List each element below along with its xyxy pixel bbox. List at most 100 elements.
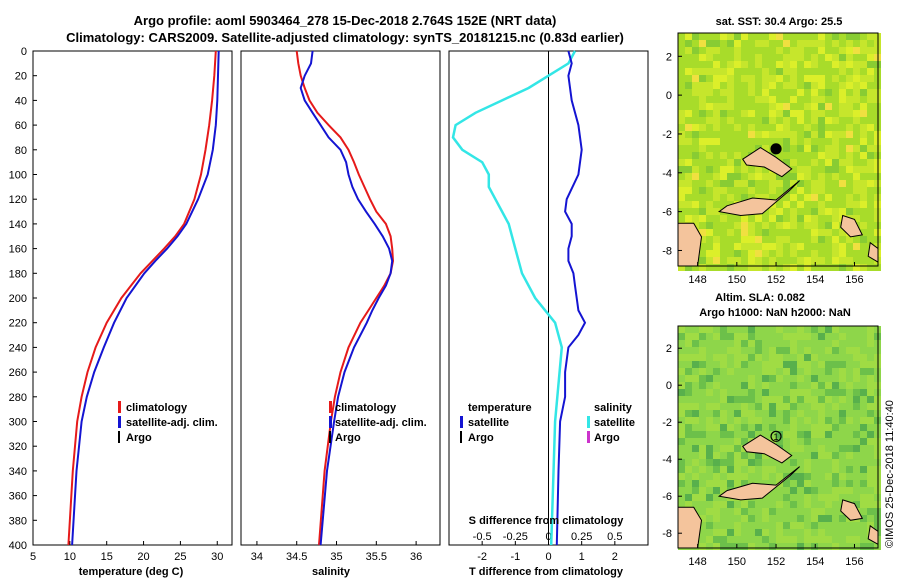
map-cell [860,159,867,166]
map-cell [811,236,818,243]
map-cell [825,354,832,361]
map-cell [825,375,832,382]
map-cell [741,61,748,68]
depth-tick-label: 20 [15,71,27,83]
map-cell [839,103,846,110]
map-cell [853,361,860,368]
map-cell [867,194,874,201]
map-cell [832,340,839,347]
map-cell [685,201,692,208]
map-cell [706,264,713,271]
map-cell [790,431,797,438]
map-cell [769,459,776,466]
temperature-tick-label: 30 [211,551,223,563]
map-cell [860,508,867,515]
map-cell [748,47,755,54]
map-cell [846,403,853,410]
map-cell [727,403,734,410]
map-cell [839,54,846,61]
map-cell [839,40,846,47]
map-cell [783,508,790,515]
map-cell [741,236,748,243]
map-cell [713,124,720,131]
map-cell [825,529,832,536]
map-cell [846,257,853,264]
map-cell [867,452,874,459]
map-cell [825,61,832,68]
temperature-tick-label: 20 [137,551,149,563]
map-cell [839,75,846,82]
map-cell [741,75,748,82]
map-cell [755,340,762,347]
map-cell [755,250,762,257]
map-cell [804,529,811,536]
map-cell [853,257,860,264]
map-cell [818,173,825,180]
map-cell [790,326,797,333]
legend-climatology: climatology [126,402,188,414]
map-cell [818,250,825,257]
map-cell [846,250,853,257]
argo-marker-label: 1 [774,432,779,442]
map-cell [783,152,790,159]
depth-tick-label: 240 [9,342,27,354]
map-cell [783,410,790,417]
map-cell [783,333,790,340]
map-cell [825,361,832,368]
map-cell [692,103,699,110]
map-cell [769,361,776,368]
map-cell [860,354,867,361]
legend-swatch-t-argo [460,431,462,443]
map-cell [762,124,769,131]
map-cell [832,166,839,173]
map-cell [776,466,783,473]
map-cell [804,117,811,124]
map-cell [727,257,734,264]
map-cell [748,173,755,180]
map-cell [818,459,825,466]
salinity-xlabel: salinity [312,566,351,578]
map-cell [804,40,811,47]
map-cell [734,340,741,347]
map-cell [706,375,713,382]
map-cell [804,431,811,438]
map-cell [860,459,867,466]
map-cell [846,103,853,110]
map-cell [741,438,748,445]
map-cell [811,473,818,480]
map-cell [727,264,734,271]
map-cell [678,40,685,47]
map-cell [867,75,874,82]
map-cell [867,445,874,452]
map-cell [678,494,685,501]
map-cell [825,215,832,222]
map-cell [713,229,720,236]
map-cell [769,194,776,201]
map-cell [769,215,776,222]
map-cell [741,361,748,368]
map-cell [860,347,867,354]
map-cell [706,508,713,515]
map-cell [790,82,797,89]
map-cell [692,82,699,89]
map-cell [692,40,699,47]
map-cell [846,236,853,243]
map-cell [734,152,741,159]
map-cell [797,173,804,180]
map-cell [811,543,818,550]
map-cell [685,75,692,82]
map-cell [769,173,776,180]
map-cell [818,389,825,396]
map-cell [720,543,727,550]
map-cell [790,180,797,187]
map-cell [811,347,818,354]
map-cell [853,159,860,166]
depth-tick-labels: 0204060801001201401601802002202402602803… [9,46,37,552]
map-cell [846,173,853,180]
map-cell [846,438,853,445]
map-cell [860,131,867,138]
map-cell [741,431,748,438]
lat-tick-label: -8 [662,245,672,257]
map-cell [678,124,685,131]
sla-map-panel: Altim. SLA: 0.082 Argo h1000: NaN h2000:… [662,292,881,568]
